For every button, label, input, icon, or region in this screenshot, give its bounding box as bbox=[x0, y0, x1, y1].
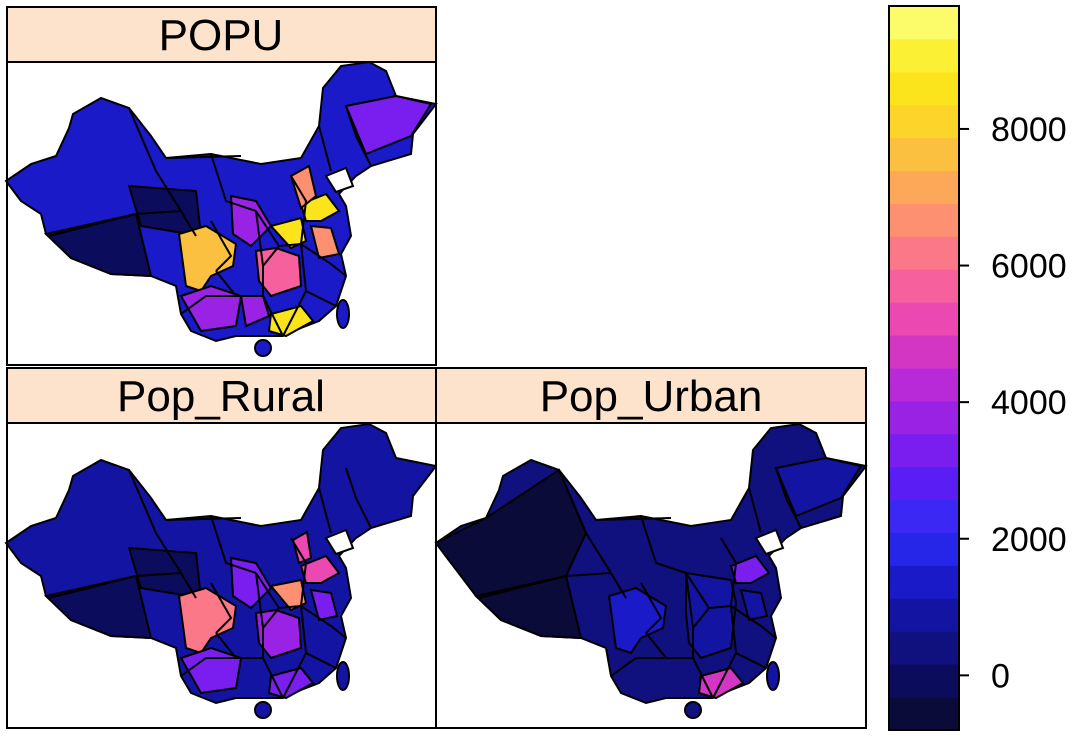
region-beijing-gap bbox=[324, 528, 355, 556]
china-map-popu bbox=[5, 61, 437, 357]
region-taiwan bbox=[336, 299, 350, 329]
region-henan-shandong bbox=[269, 192, 341, 250]
colorbar-tick-label: 2000 bbox=[991, 521, 1067, 559]
colorbar-step bbox=[889, 236, 959, 270]
colorbar-tick-label: 0 bbox=[991, 657, 1010, 695]
colorbar-step bbox=[889, 664, 959, 698]
colorbar-step bbox=[889, 400, 959, 435]
colorbar-step bbox=[889, 269, 959, 303]
panel-popu: POPU bbox=[5, 6, 437, 366]
colorbar-step bbox=[889, 6, 959, 40]
strip-rural bbox=[6, 367, 437, 424]
colorbar-step bbox=[889, 302, 959, 336]
colorbar-step bbox=[889, 368, 959, 402]
region-beijing-gap bbox=[754, 528, 785, 556]
region-jiangsu bbox=[309, 224, 341, 260]
colorbar-frame bbox=[888, 5, 960, 731]
colorbar-ticks: 0 2000 4000 6000 8000 bbox=[959, 111, 1067, 695]
colorbar-tick-label: 6000 bbox=[991, 248, 1067, 286]
colorbar bbox=[888, 5, 960, 731]
region-shandong bbox=[729, 554, 771, 584]
strip-popu bbox=[6, 6, 437, 63]
region-south-west bbox=[179, 284, 243, 333]
colorbar-step bbox=[889, 697, 959, 731]
colorbar-tick-label: 4000 bbox=[991, 384, 1067, 422]
region-hainan bbox=[684, 701, 702, 719]
panel-urban: Pop_Urban bbox=[434, 367, 867, 729]
region-henan bbox=[269, 578, 308, 612]
region-north-east bbox=[774, 456, 863, 518]
colorbar-step bbox=[889, 499, 959, 534]
colorbar-step bbox=[889, 631, 959, 665]
panel-title-rural: Pop_Rural bbox=[117, 372, 325, 421]
colorbar-step bbox=[889, 532, 959, 566]
colorbar-step bbox=[889, 71, 959, 106]
colorbar-step bbox=[889, 104, 959, 139]
region-hainan bbox=[254, 339, 272, 357]
panel-title-urban: Pop_Urban bbox=[540, 372, 763, 421]
region-sichuan bbox=[177, 586, 238, 655]
region-sichuan bbox=[177, 224, 238, 293]
colorbar-step bbox=[889, 598, 959, 632]
region-taiwan bbox=[336, 661, 350, 691]
region-taiwan bbox=[766, 661, 780, 691]
region-east-misc bbox=[179, 556, 339, 695]
china-map-urban bbox=[434, 423, 867, 719]
colorbar-step bbox=[889, 137, 959, 172]
panel-rural: Pop_Rural bbox=[5, 367, 437, 729]
region-hainan bbox=[254, 701, 272, 719]
region-sichuan bbox=[607, 586, 668, 655]
colorbar-step bbox=[889, 170, 959, 204]
region-east-mid bbox=[685, 571, 769, 660]
colorbar-step bbox=[889, 38, 959, 73]
colorbar-step bbox=[889, 335, 959, 369]
region-north-east bbox=[344, 94, 433, 156]
colorbar-step bbox=[889, 565, 959, 599]
region-beijing-gap bbox=[324, 166, 355, 194]
colorbar-step bbox=[889, 466, 959, 501]
panel-title-popu: POPU bbox=[159, 11, 284, 60]
colorbar-tick-label: 8000 bbox=[991, 111, 1067, 149]
colorbar-step bbox=[889, 203, 959, 237]
colorbar-step bbox=[889, 433, 959, 468]
china-map-rural bbox=[5, 423, 437, 719]
region-hebei bbox=[289, 164, 318, 210]
